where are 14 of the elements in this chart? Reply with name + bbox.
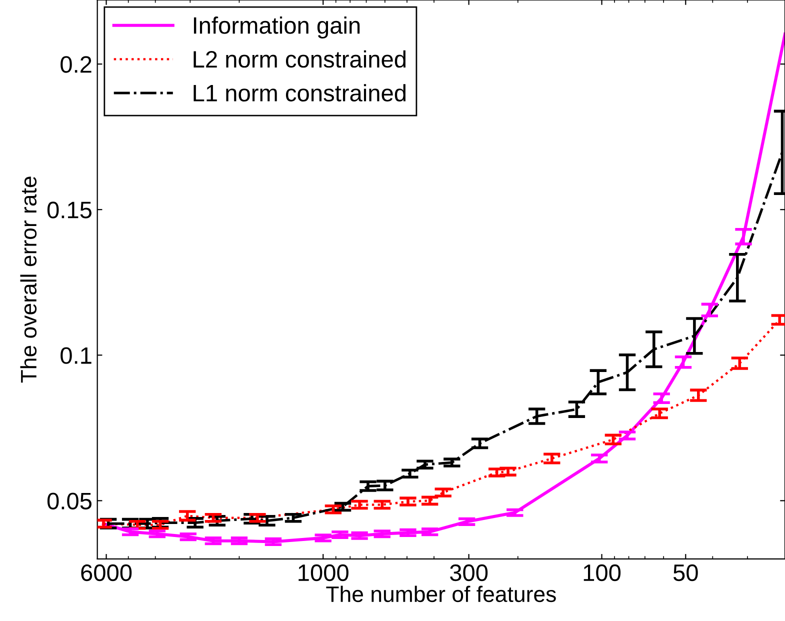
legend-label: L2 norm constrained: [194, 50, 406, 68]
x-tick-label: 50: [673, 564, 698, 582]
y-tick-label: 0.15: [47, 202, 92, 218]
x-tick-label: 6000: [81, 564, 132, 582]
x-tick-label: 100: [584, 564, 621, 582]
x-tick-label: 1000: [298, 564, 348, 582]
y-tick-label: 0.2: [60, 56, 92, 73]
y-tick-label: 0.1: [60, 347, 92, 364]
legend-label: L1 norm constrained: [194, 84, 406, 102]
y-axis-title: The overall error rate: [20, 176, 37, 383]
x-tick-label: 300: [450, 564, 488, 582]
x-axis-title: The number of features: [326, 586, 556, 602]
y-tick-label: 0.05: [47, 492, 92, 510]
legend-label: Information gain: [194, 16, 360, 39]
